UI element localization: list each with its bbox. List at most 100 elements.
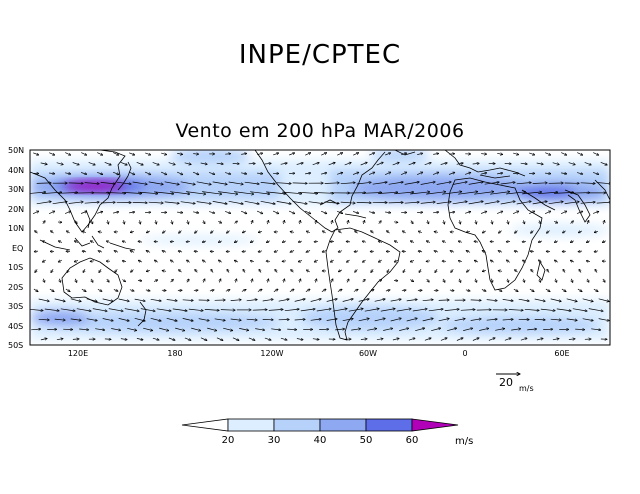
wind-vector xyxy=(536,163,544,164)
wind-vector xyxy=(82,251,87,252)
wind-vector xyxy=(162,230,166,233)
wind-vector xyxy=(348,220,349,225)
wind-vector xyxy=(314,241,319,242)
wind-vector xyxy=(554,260,558,262)
wind-vector xyxy=(58,193,78,194)
wind-vector xyxy=(200,163,208,164)
wind-vector xyxy=(426,261,431,262)
wind-vector xyxy=(191,327,201,331)
wind-vector xyxy=(83,269,85,272)
wind-vector xyxy=(187,279,189,283)
wind-vector xyxy=(120,161,128,165)
wind-vector xyxy=(532,183,548,184)
wind-vector xyxy=(362,260,366,262)
wind-vector xyxy=(563,269,565,273)
wind-vector xyxy=(211,230,214,234)
wind-vector xyxy=(593,152,599,156)
wind-vector xyxy=(274,251,279,253)
wind-vector xyxy=(447,328,457,332)
wind-vector xyxy=(124,308,139,312)
wind-vector xyxy=(566,318,578,321)
wind-vector xyxy=(177,153,183,154)
wind-vector xyxy=(335,329,345,330)
wind-vector xyxy=(410,241,414,243)
wind-vector xyxy=(538,260,542,262)
wind-vector xyxy=(196,201,212,204)
wind-vector xyxy=(546,230,550,234)
wind-vector xyxy=(294,319,306,320)
wind-vector xyxy=(239,328,249,330)
wind-vector xyxy=(480,211,487,214)
wind-vector xyxy=(305,153,311,156)
wind-vector xyxy=(122,261,126,262)
wind-vector xyxy=(400,172,407,176)
wind-vector xyxy=(550,319,562,320)
wind-vector xyxy=(82,231,86,233)
wind-vector xyxy=(179,230,182,234)
wind-vector xyxy=(289,153,295,156)
wind-vector xyxy=(516,183,532,185)
wind-vector xyxy=(460,310,475,311)
wind-vector xyxy=(464,212,471,214)
wind-vector xyxy=(527,329,537,330)
wind-vector xyxy=(321,173,327,174)
wind-vector xyxy=(81,288,86,291)
wind-vector xyxy=(568,162,576,165)
wind-vector xyxy=(342,299,354,302)
wind-vector xyxy=(257,153,263,155)
wind-vector xyxy=(352,172,359,175)
wind-vector xyxy=(33,152,39,155)
wind-vector xyxy=(143,327,153,330)
wind-vector xyxy=(338,251,343,252)
wind-vector xyxy=(337,153,343,156)
wind-vector xyxy=(300,309,315,312)
lon-label: 60E xyxy=(554,349,569,358)
wind-vector xyxy=(577,288,582,292)
wind-vector xyxy=(384,172,391,176)
wind-vector xyxy=(166,317,178,321)
wind-vector xyxy=(530,251,535,252)
wind-vector xyxy=(150,317,162,321)
wind-vector xyxy=(280,163,288,164)
wind-vector xyxy=(531,269,534,273)
wind-vector xyxy=(283,279,284,283)
wind-vector xyxy=(496,211,503,214)
wind-vector xyxy=(367,329,377,331)
wind-vector xyxy=(552,339,559,340)
wind-vector xyxy=(578,231,582,233)
wind-vector xyxy=(137,280,142,281)
wind-vector xyxy=(225,173,231,175)
wind-vector xyxy=(92,308,107,312)
wind-vector xyxy=(284,309,299,312)
lon-axis: 120E 180 120W 60W 0 60E xyxy=(68,349,570,358)
wind-vector xyxy=(49,173,55,174)
wind-vector xyxy=(529,152,535,155)
wind-vector xyxy=(84,202,100,203)
wind-vector xyxy=(424,338,431,341)
wind-vector xyxy=(162,251,167,253)
wind-vector xyxy=(500,201,516,205)
wind-vector xyxy=(406,299,418,302)
wind-vector xyxy=(104,161,112,165)
wind-vector xyxy=(456,163,464,164)
wind-vector xyxy=(30,309,43,310)
wind-vector xyxy=(371,269,374,272)
wind-vector xyxy=(40,338,47,340)
wind-vector xyxy=(138,260,142,262)
wind-vector xyxy=(176,171,183,175)
wind-vector xyxy=(346,260,350,262)
wind-vector xyxy=(508,220,509,224)
wind-vector xyxy=(593,288,598,291)
wind-vector xyxy=(324,183,340,184)
lat-label: 30N xyxy=(8,185,24,194)
wind-vector xyxy=(42,241,47,243)
wind-vector xyxy=(314,260,318,262)
wind-vector xyxy=(513,153,519,155)
wind-vector xyxy=(418,251,423,252)
wind-vector xyxy=(378,221,382,224)
wind-vector xyxy=(48,211,55,215)
wind-vector xyxy=(426,278,430,282)
wind-vector xyxy=(218,191,238,195)
wind-vector xyxy=(226,230,230,233)
wind-vector xyxy=(472,163,480,164)
